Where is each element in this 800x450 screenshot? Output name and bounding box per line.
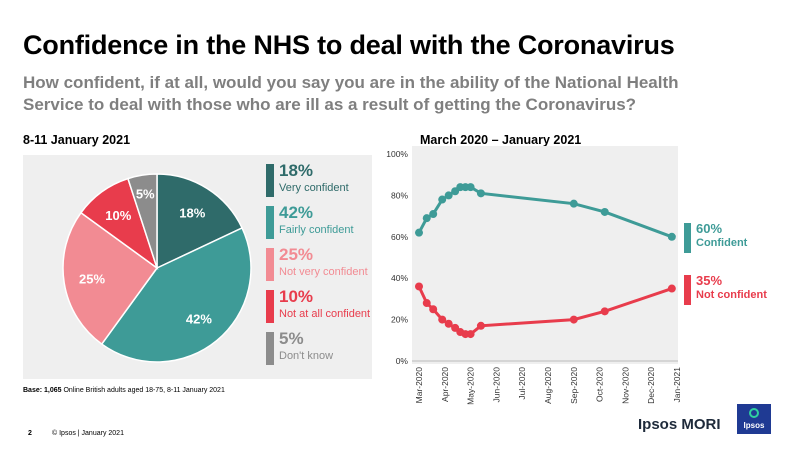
x-tick-label: Jul-2020 [517, 367, 527, 400]
data-point [466, 330, 475, 339]
pie-slice-label: 10% [105, 208, 131, 223]
pie-panel-title: 8-11 January 2021 [23, 133, 131, 147]
data-point [667, 232, 676, 241]
series-end-percent: 60% [696, 220, 723, 236]
legend-item: 42% Fairly confident [266, 203, 396, 241]
y-tick-label: 20% [391, 315, 408, 325]
data-point [600, 307, 609, 316]
legend-label: Very confident [279, 182, 349, 194]
legend-label: Not very confident [279, 266, 368, 278]
y-tick-label: 40% [391, 273, 408, 283]
data-point [429, 305, 438, 314]
legend-item: 10% Not at all confident [266, 287, 396, 325]
data-point [476, 189, 485, 198]
question-text: How confident, if at all, would you say … [23, 73, 679, 114]
x-tick-label: Jan-2021 [672, 367, 682, 403]
data-point [415, 228, 423, 237]
copyright-text: © Ipsos | January 2021 [52, 430, 124, 437]
data-point [444, 319, 453, 328]
data-point [415, 282, 423, 291]
x-tick-label: Mar-2020 [414, 367, 424, 404]
y-tick-label: 60% [391, 232, 408, 242]
series-end-percent: 35% [696, 272, 723, 288]
legend-swatch [266, 206, 274, 239]
ipsos-logo-icon: Ipsos [737, 404, 771, 434]
legend-label: Not at all confident [279, 308, 371, 320]
logo-ring-shape [749, 408, 759, 418]
x-tick-label: Dec-2020 [646, 367, 656, 404]
legend-label: Fairly confident [279, 224, 354, 236]
series-end-swatch [684, 274, 691, 305]
series-end-swatch [684, 222, 691, 253]
data-point [422, 214, 431, 223]
legend-percent: 18% [279, 161, 314, 180]
legend-item: 5% Don't know [266, 329, 396, 367]
legend-item: 25% Not very confident [266, 245, 396, 283]
pie-chart-area: 18% 42% 25% 10% 5% 18% Very confident 42% Fairl… [23, 155, 372, 379]
logo-badge-text: Ipsos [743, 421, 765, 430]
ipsos-mori-logo-text: Ipsos MORI [638, 416, 721, 433]
data-point [438, 315, 447, 324]
legend-percent: 25% [279, 245, 314, 264]
pie-slice [100, 226, 252, 363]
pie-slice-label: 42% [186, 312, 212, 327]
data-point [667, 284, 676, 293]
y-tick-label: 80% [391, 190, 408, 200]
data-point [444, 191, 453, 200]
series-end-label: 35% Not confident [684, 273, 794, 307]
pie-slice [62, 211, 159, 346]
legend-swatch [266, 164, 274, 197]
data-point [569, 315, 578, 324]
data-point [600, 207, 609, 216]
data-point [476, 321, 485, 330]
x-tick-label: Jun-2020 [491, 367, 501, 403]
pie-slice [156, 173, 244, 270]
x-tick-label: May-2020 [466, 367, 476, 405]
base-note-text: Online British adults aged 18-75, 8-11 J… [61, 387, 225, 394]
legend-swatch [266, 248, 274, 281]
data-point [438, 195, 447, 204]
pie-slice [127, 173, 158, 269]
x-tick-label: Aug-2020 [543, 367, 553, 404]
pie-slice-label: 5% [136, 187, 155, 202]
page-title: Confidence in the NHS to deal with the C… [23, 30, 675, 60]
legend-item: 18% Very confident [266, 161, 396, 199]
legend-percent: 42% [279, 203, 314, 222]
series-end-name: Confident [696, 236, 748, 249]
x-tick-label: Oct-2020 [595, 367, 605, 402]
legend-percent: 10% [279, 287, 314, 306]
x-tick-label: Apr-2020 [440, 367, 450, 402]
legend-percent: 5% [279, 329, 304, 348]
base-note: Base: 1,065 Online British adults aged 1… [23, 387, 225, 394]
series-end-label: 60% Confident [684, 221, 794, 255]
data-point [569, 199, 578, 208]
legend-swatch [266, 332, 274, 365]
base-note-count: Base: 1,065 [23, 387, 62, 394]
x-tick-label: Sep-2020 [569, 367, 579, 404]
series-end-name: Not confident [696, 288, 767, 301]
legend-swatch [266, 290, 274, 323]
page-number: 2 [28, 430, 32, 437]
data-point [422, 299, 431, 308]
pie-slice-label: 25% [79, 271, 105, 286]
line-panel-title: March 2020 – January 2021 [420, 133, 582, 147]
y-tick-label: 100% [386, 149, 408, 159]
y-tick-label: 0% [396, 356, 409, 366]
x-tick-label: Nov-2020 [620, 367, 630, 404]
pie-slice-label: 18% [179, 205, 205, 220]
legend-label: Don't know [279, 350, 334, 362]
data-point [466, 183, 475, 192]
pie-chart: 18% 42% 25% 10% 5% [62, 173, 252, 363]
data-point [429, 210, 438, 219]
